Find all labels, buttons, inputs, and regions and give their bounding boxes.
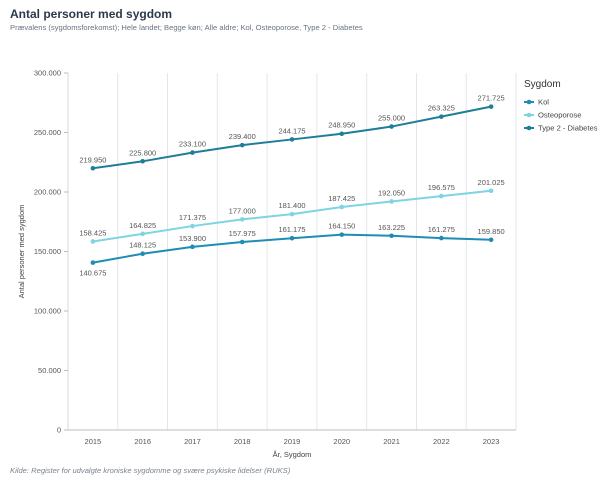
data-label: 263.325: [428, 104, 455, 113]
y-tick-label: 50.000: [38, 366, 61, 375]
data-label: 164.825: [129, 221, 156, 230]
data-point: [239, 142, 245, 148]
legend-label: Type 2 - Diabetes: [538, 124, 598, 133]
data-point: [488, 188, 494, 194]
data-label: 153.900: [179, 234, 206, 243]
data-point: [439, 114, 444, 119]
data-point: [289, 211, 295, 217]
data-point: [339, 232, 345, 237]
data-label: 233.100: [179, 140, 206, 149]
chart-title: Antal personer med sygdom: [10, 7, 173, 21]
data-point: [389, 233, 394, 239]
data-point: [439, 193, 444, 199]
data-label: 192.050: [378, 188, 405, 197]
x-tick-label: 2022: [433, 437, 450, 446]
data-label: 158.425: [79, 228, 106, 237]
data-label: 171.375: [179, 213, 206, 222]
data-label: 140.675: [79, 269, 106, 278]
data-label: 161.175: [278, 225, 305, 234]
data-point: [90, 260, 96, 265]
data-label: 161.275: [428, 225, 455, 234]
source-note: Kilde: Register for udvalgte kroniske sy…: [10, 466, 291, 475]
data-point: [90, 165, 96, 171]
data-label: 164.150: [328, 222, 355, 231]
x-tick-label: 2021: [383, 437, 400, 446]
data-label: 187.425: [328, 194, 355, 203]
data-label: 163.225: [378, 223, 405, 232]
data-label: 159.850: [478, 227, 505, 236]
data-point: [140, 231, 145, 237]
data-point: [488, 104, 494, 109]
data-point: [339, 204, 345, 210]
x-tick-label: 2019: [284, 437, 301, 446]
data-point: [140, 251, 145, 257]
data-label: 219.950: [79, 155, 106, 164]
data-label: 181.400: [278, 201, 305, 210]
data-point: [190, 244, 195, 250]
legend-swatch-dot: [526, 112, 532, 118]
data-point: [190, 150, 195, 155]
chart-subtitle: Prævalens (sygdomsforekomst); Hele lande…: [10, 23, 363, 32]
y-tick-label: 0: [57, 426, 61, 435]
data-label: 196.575: [428, 183, 455, 192]
legend-title: Sygdom: [524, 79, 561, 90]
data-point: [140, 158, 145, 164]
legend-label: Kol: [538, 98, 549, 107]
data-point: [339, 131, 345, 137]
data-label: 248.950: [328, 121, 355, 130]
x-tick-label: 2015: [85, 437, 102, 446]
y-tick-label: 150.000: [34, 247, 61, 256]
x-axis-title: År, Sygdom: [273, 450, 312, 459]
data-point: [488, 237, 494, 243]
y-axis-title: Antal personer med sygdom: [17, 205, 26, 299]
data-point: [289, 235, 295, 241]
data-label: 239.400: [229, 132, 256, 141]
data-label: 244.175: [278, 126, 305, 135]
x-tick-label: 2018: [234, 437, 251, 446]
y-tick-label: 100.000: [34, 307, 61, 316]
data-label: 225.800: [129, 148, 156, 157]
data-label: 157.975: [229, 229, 256, 238]
data-label: 271.725: [478, 94, 505, 103]
data-point: [439, 235, 444, 241]
x-tick-label: 2016: [134, 437, 151, 446]
data-point: [389, 124, 394, 129]
x-tick-label: 2023: [483, 437, 500, 446]
data-label: 177.000: [229, 206, 256, 215]
x-tick-label: 2017: [184, 437, 201, 446]
legend-swatch-dot: [526, 99, 532, 105]
data-point: [190, 223, 195, 229]
legend-swatch-dot: [526, 125, 532, 131]
data-point: [90, 239, 96, 244]
data-point: [389, 199, 394, 204]
y-tick-label: 200.000: [34, 188, 61, 197]
data-label: 255.000: [378, 114, 405, 123]
data-point: [239, 217, 245, 222]
y-tick-label: 250.000: [34, 128, 61, 137]
data-point: [239, 239, 245, 245]
data-label: 201.025: [478, 178, 505, 187]
legend-label: Osteoporose: [538, 111, 581, 120]
y-tick-label: 300.000: [34, 69, 61, 78]
data-point: [289, 137, 295, 142]
data-label: 148.125: [129, 241, 156, 250]
x-tick-label: 2020: [333, 437, 350, 446]
